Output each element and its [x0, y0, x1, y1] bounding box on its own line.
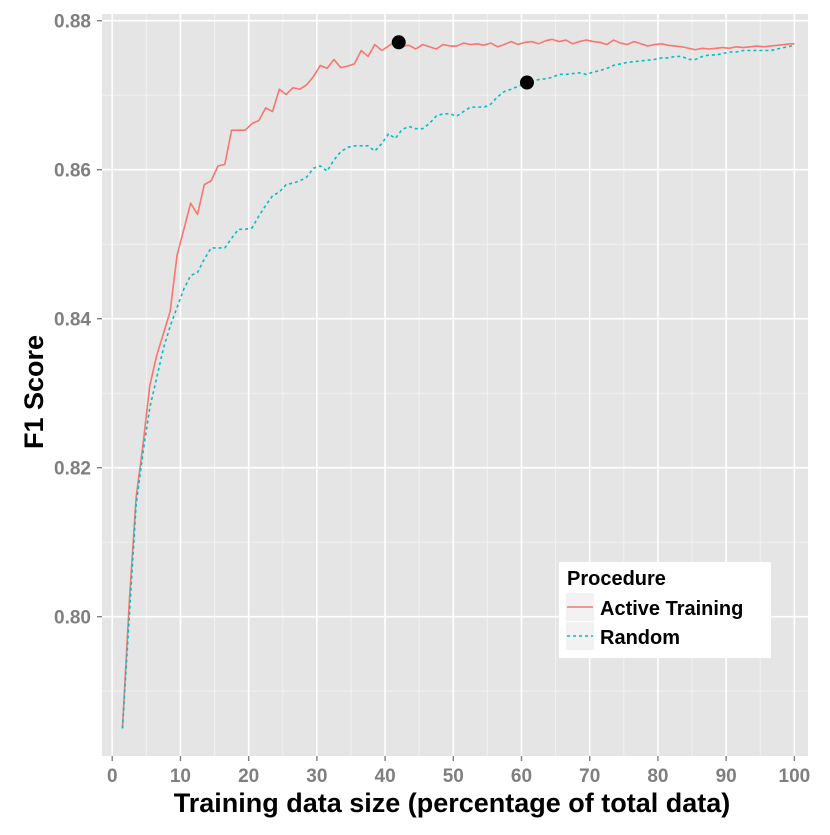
- series-line-random: [121, 43, 795, 729]
- y-axis-title: F1 Score: [19, 335, 49, 449]
- grid-major: [102, 14, 808, 756]
- y-tick-label: 0.82: [54, 459, 91, 480]
- x-axis-title: Training data size (percentage of total …: [174, 788, 731, 818]
- legend-label-active-training: Active Training: [600, 598, 743, 620]
- legend-title: Procedure: [567, 568, 666, 590]
- legend-box: [559, 562, 771, 658]
- tick-labels-layer: 0 10 20 30 40 50 60 70 80 90 100 0.80 0.82 0.84 0.86 0.…: [54, 12, 810, 787]
- highlight-point: [519, 75, 534, 90]
- x-tick-label: 10: [170, 766, 191, 787]
- x-tick-label: 100: [779, 766, 811, 787]
- legend: Procedure Active Training Random: [559, 562, 771, 658]
- ticks-layer: [97, 20, 796, 761]
- x-tick-label: 90: [716, 766, 737, 787]
- x-tick-label: 0: [107, 766, 118, 787]
- highlight-point: [391, 35, 406, 50]
- x-tick-label: 20: [238, 766, 259, 787]
- x-tick-label: 30: [306, 766, 327, 787]
- y-tick-label: 0.86: [54, 161, 91, 182]
- x-tick-label: 80: [647, 766, 668, 787]
- x-tick-label: 60: [511, 766, 532, 787]
- x-tick-label: 50: [443, 766, 464, 787]
- y-tick-label: 0.84: [54, 310, 91, 331]
- legend-label-random: Random: [600, 627, 680, 649]
- series-layer: [121, 38, 795, 729]
- x-tick-label: 70: [579, 766, 600, 787]
- marker-layer: [391, 35, 534, 90]
- y-tick-label: 0.88: [54, 12, 91, 33]
- y-tick-label: 0.80: [54, 608, 91, 629]
- series-line-active-training: [121, 38, 795, 729]
- x-tick-label: 40: [375, 766, 396, 787]
